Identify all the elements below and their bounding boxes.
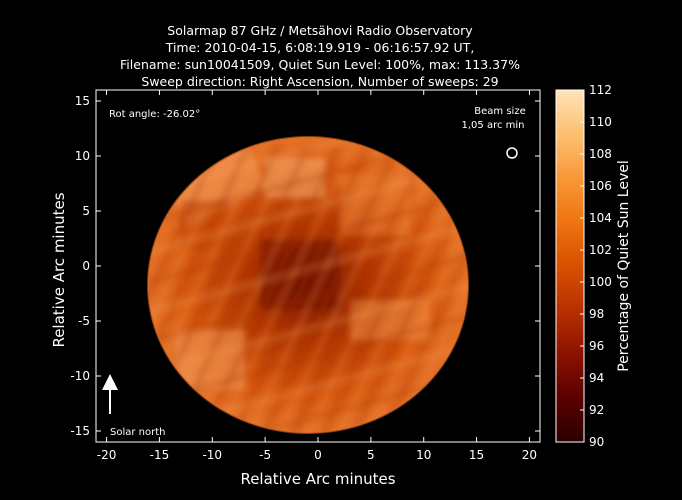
scan-stripe [335,144,468,433]
scan-stripe [148,144,221,433]
title-line-1: Solarmap 87 GHz / Metsähovi Radio Observ… [167,23,473,38]
colorbar-label: Percentage of Quiet Sun Level [616,160,632,372]
colorbar-tick-label: 98 [589,307,604,321]
scan-stripe [305,144,446,433]
colorbar-tick-label: 104 [589,211,612,225]
x-tick-label: 15 [469,448,484,462]
colorbar-tick-label: 92 [589,403,604,417]
colorbar-tick-label: 112 [589,83,612,97]
scan-stripe [148,144,251,433]
scan-band [148,220,468,317]
scan-band [148,310,468,407]
x-axis-label: Relative Arc minutes [240,470,395,488]
x-tick-label: -15 [150,448,170,462]
y-axis-label: Relative Arc minutes [50,192,68,347]
x-tick-label: 20 [522,448,537,462]
y-tick-label: 5 [82,204,90,218]
x-tick-label: -5 [259,448,271,462]
title-line-3: Filename: sun10041509, Quiet Sun Level: … [120,57,520,72]
y-tick-label: 10 [75,149,90,163]
colorbar-tick-label: 106 [589,179,612,193]
title-line-4: Sweep direction: Right Ascension, Number… [141,74,499,89]
map-title: Solarmap 87 GHz / Metsähovi Radio Observ… [80,22,560,90]
colorbar-tick-label: 102 [589,243,612,257]
scan-band [148,280,468,377]
scan-stripe [230,144,371,433]
title-line-2: Time: 2010-04-15, 6:08:19.919 - 06:16:57… [165,40,475,55]
scan-band [148,370,468,433]
colorbar-tick-label: 108 [589,147,612,161]
colorbar-tick-label: 90 [589,435,604,449]
x-axis-ticks: -20 -15 -10 -5 0 5 10 15 20 [97,90,537,462]
colorbar-tick-label: 96 [589,339,604,353]
rot-angle-label: Rot angle: -26.02° [109,109,200,120]
y-tick-label: -10 [70,369,90,383]
y-tick-label: -5 [78,314,90,328]
solar-disk [147,136,469,434]
y-tick-label: 15 [75,94,90,108]
beam-size-value: 1,05 arc min [462,120,525,131]
scan-band [148,137,468,197]
y-axis-ticks: 15 10 5 0 -5 -10 -15 [70,94,540,438]
x-tick-label: 5 [367,448,375,462]
x-tick-label: 10 [416,448,431,462]
beam-size-circle [506,147,518,159]
solar-north-arrow-icon [102,374,118,414]
scan-stripe [215,144,356,433]
colorbar-ticks: 112 110 108 106 104 102 100 98 96 94 92 90 [580,83,612,449]
scan-band [148,160,468,257]
beam-size-label: Beam size [474,106,525,117]
colorbar-tick-label: 94 [589,371,604,385]
x-tick-label: 0 [314,448,322,462]
y-tick-label: 0 [82,259,90,273]
colorbar [555,89,585,443]
scan-stripe [200,144,341,433]
x-tick-label: -10 [202,448,222,462]
x-tick-label: -20 [97,448,117,462]
scan-band [148,250,468,347]
solar-north-label: Solar north [110,427,166,438]
colorbar-tick-label: 100 [589,275,612,289]
scan-stripe [148,144,236,433]
scan-stripe [320,144,461,433]
scan-band [148,190,468,287]
y-tick-label: -15 [70,424,90,438]
colorbar-tick-label: 110 [589,115,612,129]
